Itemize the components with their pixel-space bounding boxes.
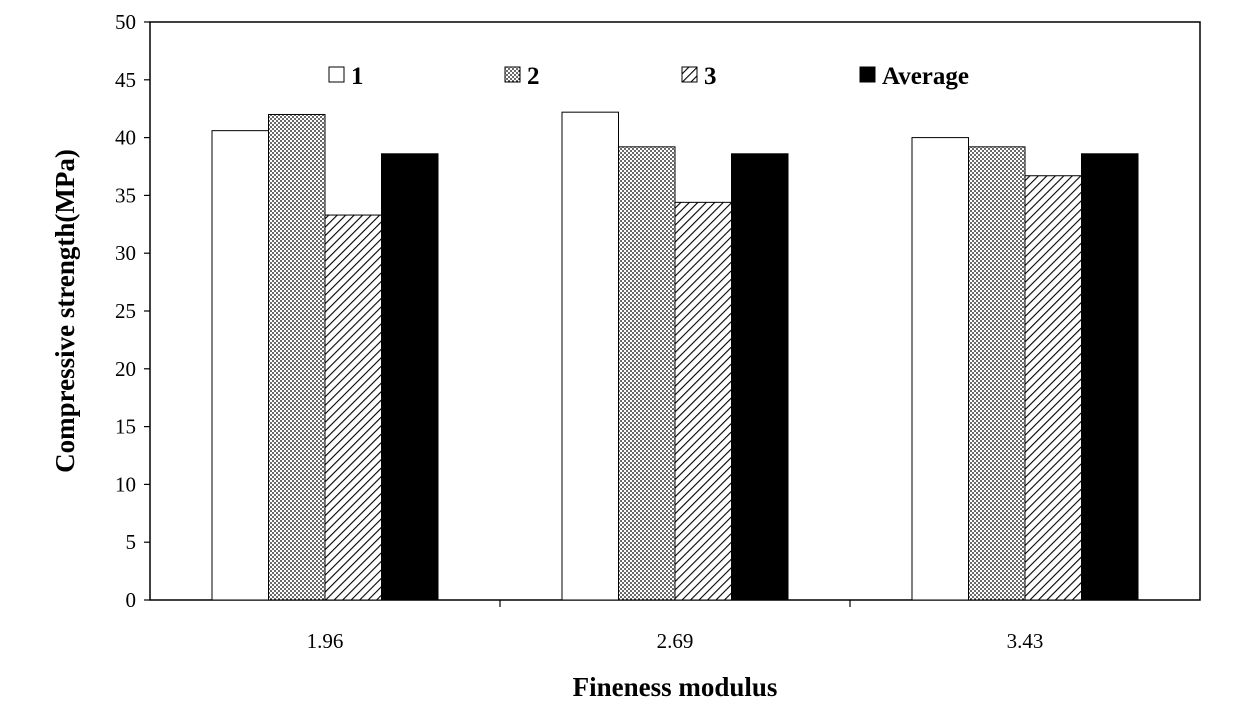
bar-series-3-1_96 [324,214,382,601]
bar-series-2-1_96 [268,113,326,601]
y-axis-title: Compressive strength(MPa) [50,149,80,473]
legend-label-2: 2 [527,63,540,90]
x-tick-label: 3.43 [1007,629,1044,653]
y-tick-label: 20 [115,357,136,381]
legend: 1 2 3 Average [328,63,969,90]
y-tick-label: 10 [115,472,136,496]
y-tick-label: 5 [126,530,137,554]
legend-label-3: 3 [704,63,717,90]
x-tick-label: 2.69 [657,629,694,653]
bar-series-3-3_43 [1024,175,1082,601]
y-tick-label: 50 [115,10,136,34]
bar-series-4-3_43 [1081,153,1139,601]
y-tick-label: 45 [115,68,136,92]
bars [211,111,1139,601]
bar-series-4-1_96 [381,153,439,601]
y-tick-label: 15 [115,415,136,439]
bar-series-2-2_69 [618,146,676,601]
y-tick-label: 25 [115,299,136,323]
bar-series-1-1_96 [211,130,269,601]
bar-series-1-3_43 [911,137,969,601]
y-tick-label: 35 [115,183,136,207]
y-tick-label: 0 [126,588,137,612]
legend-swatch-1 [328,66,345,83]
y-tick-label: 40 [115,126,136,150]
x-axis-ticks: 1.96 2.69 3.43 [307,600,1044,653]
bar-series-1-2_69 [561,111,619,601]
bar-series-2-3_43 [968,146,1026,601]
legend-label-1: 1 [351,63,364,90]
x-axis-title: Fineness modulus [573,672,778,702]
legend-label-4: Average [882,63,969,90]
bar-series-3-2_69 [674,201,732,601]
legend-swatch-2 [504,66,521,83]
legend-swatch-4 [859,66,876,83]
y-tick-label: 30 [115,241,136,265]
y-axis-ticks: 0 5 10 15 20 25 30 35 40 45 50 [115,10,150,612]
x-tick-label: 1.96 [307,629,344,653]
bar-series-4-2_69 [731,153,789,601]
legend-swatch-3 [681,66,698,83]
